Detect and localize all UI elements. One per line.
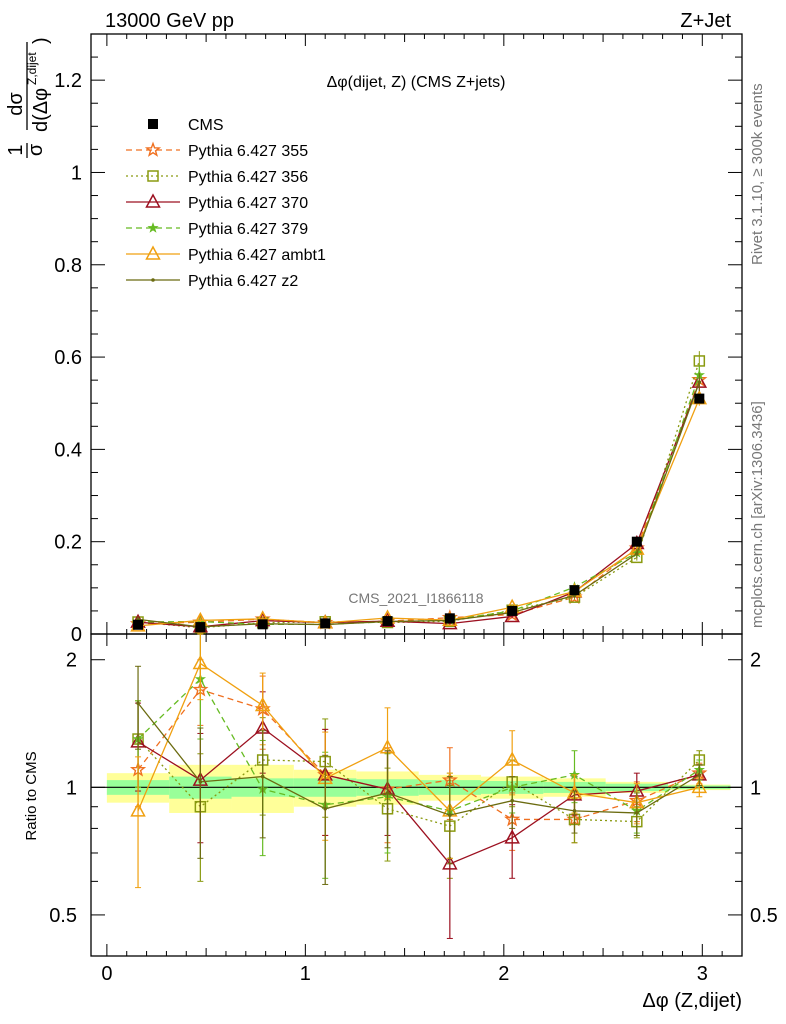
- legend-marker-series-3: [147, 222, 159, 233]
- ratio-y-tick-label-left-2: 2: [66, 650, 77, 672]
- ratio-point-series-2: [504, 829, 520, 844]
- ylabel-one: 1: [5, 144, 27, 155]
- ratio-line-series-0: [137, 688, 700, 821]
- ratio-point-series-5: [198, 780, 203, 784]
- main-line-series-1: [137, 360, 700, 629]
- main-point-cms: [257, 619, 268, 630]
- main-line-series-0: [138, 379, 700, 625]
- y-axis-label-ratio: Ratio to CMS: [23, 751, 40, 840]
- ratio-point-series-5: [635, 811, 639, 815]
- main-point-cms: [569, 585, 580, 596]
- main-point-series-5: [697, 380, 702, 384]
- main-line-series-4: [137, 398, 700, 627]
- main-y-tick-label-4: 0.8: [54, 255, 82, 277]
- x-axis-label: Δφ (Z,dijet): [642, 990, 742, 1012]
- ylabel-den-right: ): [30, 37, 52, 44]
- main-point-series-5: [635, 551, 639, 556]
- axes: 0 1 2 3 0 0.2 0.4 0.6 0.8 1 1.2 0.5 0.5 1 1 2 2: [49, 33, 778, 985]
- main-line-series-3: [138, 374, 700, 626]
- legend-label-series-0: Pythia 6.427 355: [188, 143, 308, 160]
- main-point-cms: [195, 622, 206, 633]
- main-y-tick-label-5: 1: [71, 162, 82, 184]
- legend-label-series-4: Pythia 6.427 ambt1: [188, 247, 326, 264]
- ylabel-den-left: d(Δφ: [30, 88, 52, 132]
- legend-marker-series-1: [147, 170, 159, 182]
- legend-label-cms: CMS: [188, 117, 224, 134]
- main-line-series-5: [137, 381, 700, 628]
- x-tick-label-3: 3: [697, 963, 708, 985]
- ratio-point-series-5: [572, 809, 577, 813]
- ratio-y-tick-label-right-2: 2: [750, 650, 761, 672]
- ratio-line-series-4: [137, 662, 700, 812]
- ratio-point-series-5: [323, 806, 328, 811]
- x-tick-label-1: 1: [300, 963, 311, 985]
- mcplots-label: mcplots.cern.ch [arXiv:1306.3436]: [749, 401, 766, 628]
- x-tick-label-0: 0: [101, 963, 112, 985]
- ratio-point-series-5: [136, 701, 140, 705]
- ratio-y-tick-label-left-0: 0.5: [49, 905, 77, 927]
- legend-label-series-3: Pythia 6.427 379: [188, 221, 308, 238]
- ratio-y-tick-label-right-1: 1: [750, 777, 761, 799]
- main-y-tick-label-3: 0.6: [54, 347, 82, 369]
- ylabel-dsigma: dσ: [5, 92, 27, 116]
- energy-label: 13000 GeV pp: [105, 10, 234, 32]
- process-label: Z+Jet: [680, 10, 731, 32]
- rivet-label: Rivet 3.1.10, ≥ 300k events: [749, 83, 766, 265]
- ratio-point-series-2: [442, 855, 458, 870]
- main-point-cms: [444, 613, 455, 624]
- ratio-plot-frame: [90, 633, 743, 957]
- legend-marker-series-4: [145, 245, 161, 260]
- main-y-tick-label-6: 1.2: [54, 70, 82, 92]
- legend-marker-series-0: [144, 141, 162, 157]
- main-point-cms: [133, 619, 144, 630]
- legend-marker-cms: [148, 119, 158, 129]
- legend-marker-series-2: [145, 193, 161, 208]
- ylabel-den-sup: Z,dijet: [25, 52, 39, 85]
- main-point-cms: [320, 618, 331, 629]
- series-layer: [129, 351, 708, 939]
- legend-label-series-1: Pythia 6.427 356: [188, 169, 308, 186]
- main-point-cms: [631, 536, 642, 547]
- ratio-point-series-4: [691, 778, 708, 794]
- legend: CMS Pythia 6.427 355 Pythia 6.427 356 Pythi…: [126, 117, 326, 290]
- plot-title: Δφ(dijet, Z) (CMS Z+jets): [327, 74, 506, 91]
- ylabel-sigma: σ: [25, 143, 47, 156]
- legend-label-series-2: Pythia 6.427 370: [188, 195, 308, 212]
- ratio-point-series-5: [260, 774, 265, 779]
- analysis-label: CMS_2021_I1866118: [348, 590, 483, 606]
- legend-label-series-5: Pythia 6.427 z2: [188, 273, 298, 290]
- ratio-point-series-4: [254, 696, 271, 712]
- main-point-cms: [382, 616, 393, 627]
- y-axis-label-main: 1 σ dσ d(Δφ Z,dijet ): [5, 37, 52, 158]
- main-y-tick-label-0: 0: [71, 624, 82, 646]
- main-line-series-2: [137, 381, 700, 628]
- ratio-point-series-4: [504, 751, 520, 766]
- ratio-point-series-5: [510, 798, 514, 803]
- ratio-line-series-1: [137, 738, 700, 827]
- legend-marker-series-5: [151, 278, 155, 282]
- ratio-y-tick-label-left-1: 1: [66, 777, 77, 799]
- ratio-y-tick-label-right-0: 0.5: [750, 905, 778, 927]
- ratio-point-series-5: [448, 813, 452, 817]
- ratio-point-series-4: [130, 802, 146, 817]
- ratio-line-series-5: [137, 702, 700, 816]
- x-tick-label-2: 2: [498, 963, 509, 985]
- ratio-point-series-4: [192, 654, 209, 670]
- main-point-cms: [694, 393, 705, 404]
- ratio-point-series-5: [385, 791, 390, 795]
- main-point-cms: [507, 605, 518, 616]
- ratio-point-series-5: [697, 773, 702, 777]
- main-y-tick-label-2: 0.4: [54, 439, 82, 461]
- main-y-tick-label-1: 0.2: [54, 532, 82, 554]
